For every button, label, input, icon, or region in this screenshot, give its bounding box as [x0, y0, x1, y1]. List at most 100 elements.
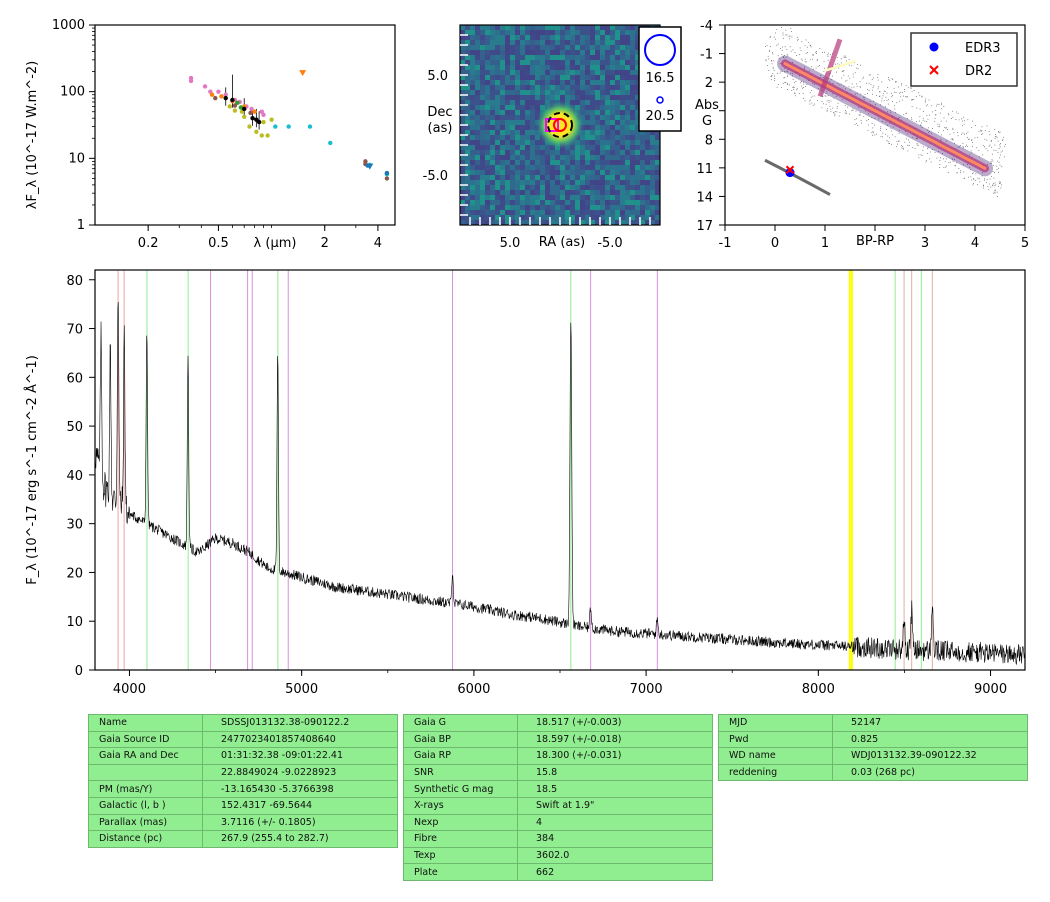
- image-pixel: [510, 55, 515, 60]
- cmd-field-dot: [826, 100, 828, 102]
- image-pixel: [515, 145, 520, 150]
- image-pixel: [570, 195, 575, 200]
- image-pixel: [470, 195, 475, 200]
- image-pixel: [545, 185, 550, 190]
- cmd-field-dot: [996, 137, 998, 139]
- image-pixel: [550, 155, 555, 160]
- image-pixel: [610, 50, 615, 55]
- cmd-field-dot: [905, 96, 907, 98]
- image-pixel: [530, 50, 535, 55]
- image-pixel: [565, 50, 570, 55]
- image-pixel: [475, 25, 480, 30]
- image-pixel: [560, 155, 565, 160]
- info-value: 01:31:32.38 -09:01:22.41: [202, 747, 398, 765]
- image-pixel: [540, 80, 545, 85]
- image-pixel: [635, 135, 640, 140]
- image-pixel: [470, 205, 475, 210]
- image-pixel: [640, 190, 645, 195]
- cmd-field-dot: [1003, 136, 1004, 138]
- image-pixel: [485, 160, 490, 165]
- image-pixel: [605, 55, 610, 60]
- cmd-field-dot: [859, 86, 861, 88]
- cmd-field-dot: [952, 129, 954, 130]
- image-pixel: [635, 205, 640, 210]
- image-pixel: [620, 210, 625, 215]
- cmd-field-dot: [874, 118, 876, 119]
- image-pixel: [495, 150, 500, 155]
- image-pixel: [510, 160, 515, 165]
- cmd-field-dot: [895, 81, 897, 82]
- cmd-field-dot: [943, 106, 945, 107]
- cmd-field-dot: [770, 76, 772, 78]
- cmd-field-dot: [956, 172, 958, 174]
- cmd-field-dot: [900, 96, 902, 98]
- image-pixel: [515, 195, 520, 200]
- cmd-field-dot: [767, 55, 769, 57]
- image-pixel: [495, 40, 500, 45]
- cmd-field-dot: [878, 96, 880, 97]
- image-pixel: [490, 35, 495, 40]
- cmd-field-dot: [785, 34, 787, 36]
- image-pixel: [600, 155, 605, 160]
- image-pixel: [500, 75, 505, 80]
- image-pixel: [560, 160, 565, 165]
- image-pixel: [530, 55, 535, 60]
- image-pixel: [465, 200, 470, 205]
- image-pixel: [630, 50, 635, 55]
- image-pixel: [565, 25, 570, 30]
- cmd-field-dot: [924, 120, 926, 122]
- cmd-field-dot: [781, 49, 783, 51]
- cmd-field-dot: [989, 178, 991, 180]
- cmd-field-dot: [784, 55, 785, 56]
- source-marker-dashed-circle: [547, 112, 573, 138]
- cmd-field-dot: [936, 103, 938, 105]
- cmd-field-dot: [779, 23, 780, 24]
- image-pixel: [530, 105, 535, 110]
- cmd-field-dot: [769, 37, 771, 38]
- cmd-field-dot: [858, 114, 860, 116]
- image-pixel: [460, 165, 465, 170]
- image-pixel: [475, 200, 480, 205]
- image-pixel: [490, 220, 495, 225]
- sed-y-tick-label: 100: [60, 85, 85, 100]
- info-row: Texp 3602.0: [403, 846, 713, 865]
- image-pixel: [600, 120, 605, 125]
- image-pixel: [620, 40, 625, 45]
- image-pixel: [630, 190, 635, 195]
- image-pixel: [585, 190, 590, 195]
- image-pixel: [615, 85, 620, 90]
- image-pixel: [490, 215, 495, 220]
- spectrum-ticks: 4000 5000 6000 7000 8000 90000102030405060708…: [66, 274, 1007, 697]
- image-pixel: [570, 205, 575, 210]
- image-pixel: [615, 215, 620, 220]
- image-pixel: [485, 205, 490, 210]
- cmd-field-dot: [786, 84, 788, 85]
- image-pixel: [525, 145, 530, 150]
- cmd-field-dot: [972, 145, 973, 147]
- image-pixel: [560, 30, 565, 35]
- cmd-field-dot: [911, 99, 913, 100]
- image-pixel: [470, 170, 475, 175]
- image-pixel: [540, 175, 545, 180]
- cmd-field-dot: [962, 120, 964, 122]
- image-pixel: [475, 100, 480, 105]
- image-pixel: [490, 170, 495, 175]
- image-pixel: [490, 105, 495, 110]
- cmd-field-dot: [943, 158, 944, 160]
- image-pixel: [515, 180, 520, 185]
- cmd-field-dot: [765, 60, 767, 62]
- cmd-target-dr2-b: [785, 165, 795, 174]
- image-pixel: [655, 180, 660, 185]
- image-pixel: [480, 200, 485, 205]
- image-pixel: [590, 115, 595, 120]
- cmd-field-dot: [981, 126, 983, 128]
- image-pixel: [595, 130, 600, 135]
- image-pixel: [535, 110, 540, 115]
- image-pixel: [530, 60, 535, 65]
- cmd-field-dot: [937, 126, 939, 127]
- image-pixel: [465, 45, 470, 50]
- image-pixel: [460, 180, 465, 185]
- cmd-field-dot: [928, 127, 929, 129]
- cmd-field-dot: [836, 111, 838, 113]
